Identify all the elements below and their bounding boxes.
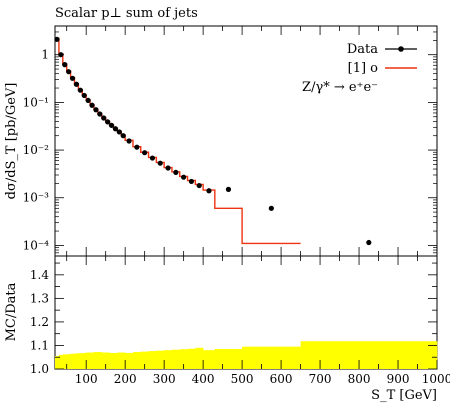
- data-point: [66, 69, 72, 75]
- data-point: [268, 205, 274, 211]
- data-point: [97, 111, 103, 117]
- ratio-band-bin: [82, 352, 87, 369]
- y-tick-label: 10⁻³: [23, 191, 50, 205]
- x-tick-label: 500: [231, 372, 254, 386]
- data-point: [73, 81, 80, 87]
- x-tick-label: 200: [114, 372, 137, 386]
- data-point: [134, 144, 140, 150]
- legend-mc-label: [1] o: [348, 61, 379, 76]
- ratio-band-bin: [101, 352, 110, 369]
- ratio-band-bin: [187, 348, 196, 369]
- ratio-band-bin: [156, 350, 165, 369]
- legend-data-marker: [398, 46, 404, 52]
- ratio-band-bin: [125, 352, 134, 369]
- ratio-band-bin: [179, 349, 188, 369]
- main-y-axis-label: dσ/dS_T [pb/GeV]: [4, 83, 19, 200]
- data-point: [62, 62, 68, 68]
- ratio-band-bin: [148, 351, 157, 369]
- ratio-band-bin: [74, 353, 79, 369]
- ratio-band-bin: [171, 349, 181, 369]
- ratio-band-bin: [140, 351, 149, 369]
- ratio-band-bin: [109, 352, 118, 369]
- ratio-band-bin: [66, 354, 71, 369]
- data-point: [142, 150, 148, 156]
- mc-histogram-line: [55, 37, 301, 245]
- y-tick-label: 1: [41, 48, 49, 62]
- legend-data-label: Data: [347, 42, 378, 57]
- data-point: [81, 92, 87, 99]
- ratio-band-bin: [70, 353, 75, 369]
- data-point: [366, 239, 372, 246]
- data-point: [173, 169, 179, 175]
- ratio-y-ticks: 1.0 1.1 1.2 1.3 1.4: [30, 262, 437, 376]
- ratio-y-tick-label: 1.2: [30, 315, 49, 329]
- data-point: [206, 188, 212, 194]
- mc-histogram-layer: [55, 37, 301, 245]
- data-point: [108, 122, 115, 128]
- x-tick-label: 700: [309, 372, 332, 386]
- data-point: [120, 133, 126, 139]
- x-tick-label: 1000: [422, 372, 450, 386]
- ratio-y-tick-label: 1.3: [30, 291, 49, 305]
- ratio-band-bin: [203, 350, 216, 369]
- data-point: [77, 87, 83, 93]
- y-tick-label: 10⁻⁴: [23, 238, 50, 252]
- main-y-ticks: 1 10⁻¹ 10⁻² 10⁻³ 10⁻⁴: [23, 25, 437, 257]
- data-point: [105, 119, 111, 125]
- ratio-band-layer: [55, 341, 438, 370]
- data-point: [54, 36, 60, 42]
- data-points-layer: [54, 36, 372, 246]
- data-point: [112, 126, 119, 132]
- x-tick-label: 900: [387, 372, 410, 386]
- ratio-band-bin: [242, 346, 301, 369]
- data-point: [165, 165, 171, 171]
- data-point: [157, 160, 163, 166]
- ratio-band-bin: [300, 341, 438, 369]
- x-tick-label: 300: [153, 372, 176, 386]
- ratio-band-bin: [78, 353, 83, 369]
- ratio-band-bin: [58, 354, 64, 370]
- data-point: [149, 155, 156, 161]
- main-plot-title: Scalar p⊥ sum of jets: [55, 6, 198, 21]
- ratio-band-bin: [117, 352, 126, 369]
- ratio-y-axis-label: MC/Data: [4, 282, 19, 341]
- ratio-band-bin: [55, 356, 60, 369]
- ratio-band-bin: [164, 350, 173, 369]
- main-plot-frame: [54, 25, 438, 257]
- data-point: [93, 107, 99, 113]
- data-point: [101, 115, 107, 121]
- ratio-band-bin: [214, 348, 243, 369]
- main-x-ticks: [66, 26, 438, 256]
- legend: Data [1] o Z/γ* → e⁺e⁻: [302, 42, 417, 95]
- x-tick-label: 600: [270, 372, 293, 386]
- data-point: [89, 102, 95, 108]
- ratio-band-bin: [86, 352, 95, 369]
- data-point: [126, 138, 132, 144]
- ratio-band-bin: [62, 354, 67, 369]
- legend-process-label: Z/γ* → e⁺e⁻: [302, 80, 378, 95]
- x-tick-label: 800: [348, 372, 371, 386]
- data-point: [181, 174, 187, 180]
- data-point: [225, 186, 232, 192]
- data-point: [69, 75, 76, 81]
- ratio-y-tick-label: 1.0: [30, 362, 49, 376]
- x-tick-label: 400: [192, 372, 215, 386]
- ratio-x-ticks: 100 200 300 400 500 600 700 800 900 1000: [66, 256, 450, 386]
- ratio-y-tick-label: 1.1: [30, 338, 49, 352]
- ratio-band-bin: [195, 347, 204, 369]
- x-tick-label: 100: [75, 372, 98, 386]
- data-point: [188, 178, 195, 185]
- data-point: [85, 97, 91, 104]
- x-axis-label: S_T [GeV]: [371, 388, 437, 403]
- y-tick-label: 10⁻²: [23, 143, 50, 157]
- y-tick-label: 10⁻¹: [23, 95, 49, 109]
- data-point: [196, 182, 202, 189]
- data-point: [116, 129, 122, 135]
- ratio-y-tick-label: 1.4: [30, 268, 49, 282]
- ratio-band-bin: [93, 352, 103, 369]
- ratio-band-bin: [132, 352, 142, 369]
